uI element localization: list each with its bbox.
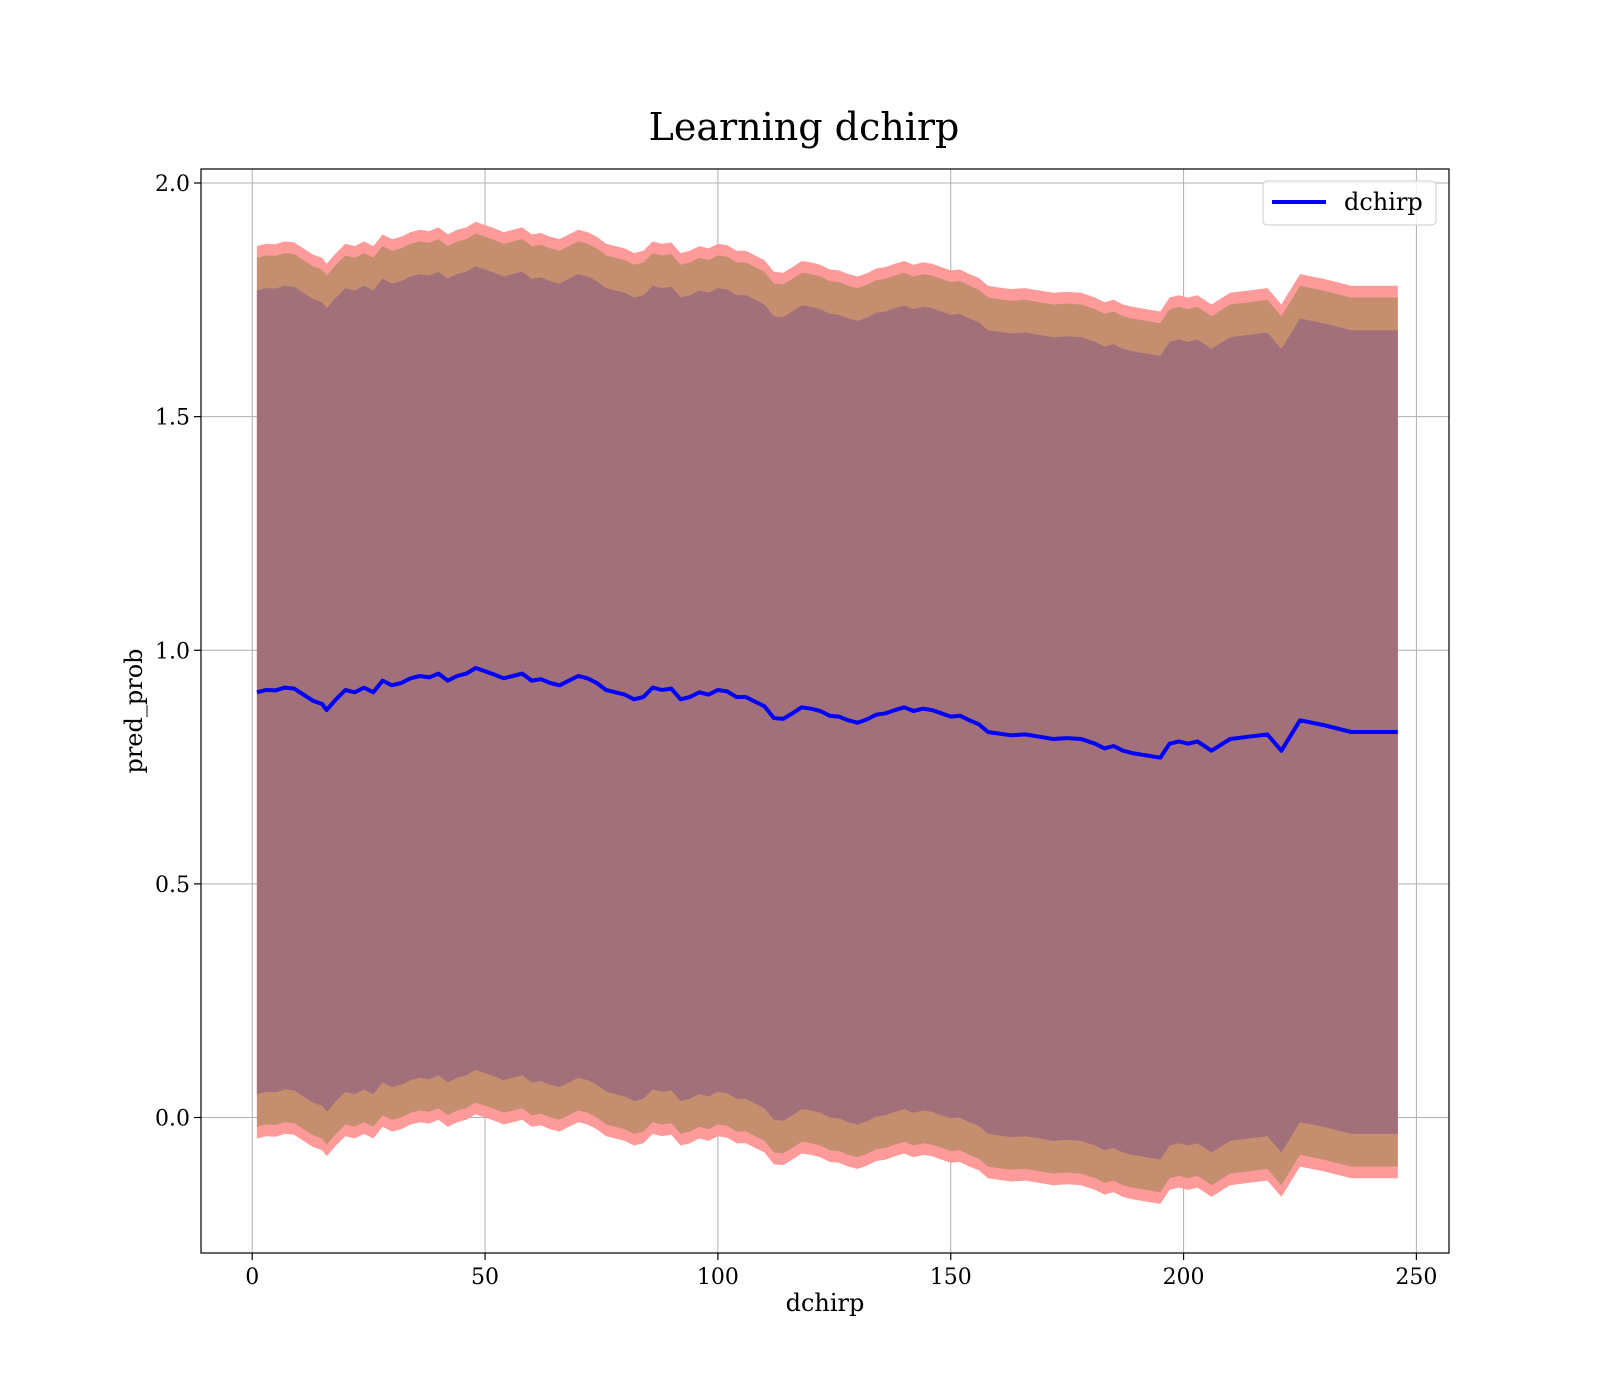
x-axis-label: dchirp <box>786 1289 865 1317</box>
series-line-dchirp <box>256 666 1398 760</box>
y-tick-label: 1.5 <box>155 406 190 431</box>
y-axis-label: pred_prob <box>120 648 148 773</box>
legend-label-dchirp: dchirp <box>1344 188 1423 216</box>
x-tick-label: 100 <box>697 1265 739 1290</box>
x-tick-label: 50 <box>471 1265 499 1290</box>
y-tick-label: 0.0 <box>155 1107 190 1132</box>
axis-ticks: 0 50 100 150 200 250 0.0 0.5 1.0 1.5 2.0 <box>155 172 1437 1290</box>
x-tick-label: 150 <box>930 1265 972 1290</box>
chart-title: Learning dchirp <box>649 105 960 149</box>
y-tick-label: 0.5 <box>155 873 190 898</box>
x-tick-label: 200 <box>1163 1265 1205 1290</box>
x-tick-label: 250 <box>1395 1265 1437 1290</box>
y-tick-label: 1.0 <box>155 639 190 664</box>
plot-frame <box>200 168 1450 1254</box>
series-lines <box>256 666 1398 760</box>
legend: dchirp <box>1262 180 1437 226</box>
legend-box <box>1262 180 1437 226</box>
x-tick-label: 0 <box>245 1265 259 1290</box>
y-tick-label: 2.0 <box>155 172 190 197</box>
